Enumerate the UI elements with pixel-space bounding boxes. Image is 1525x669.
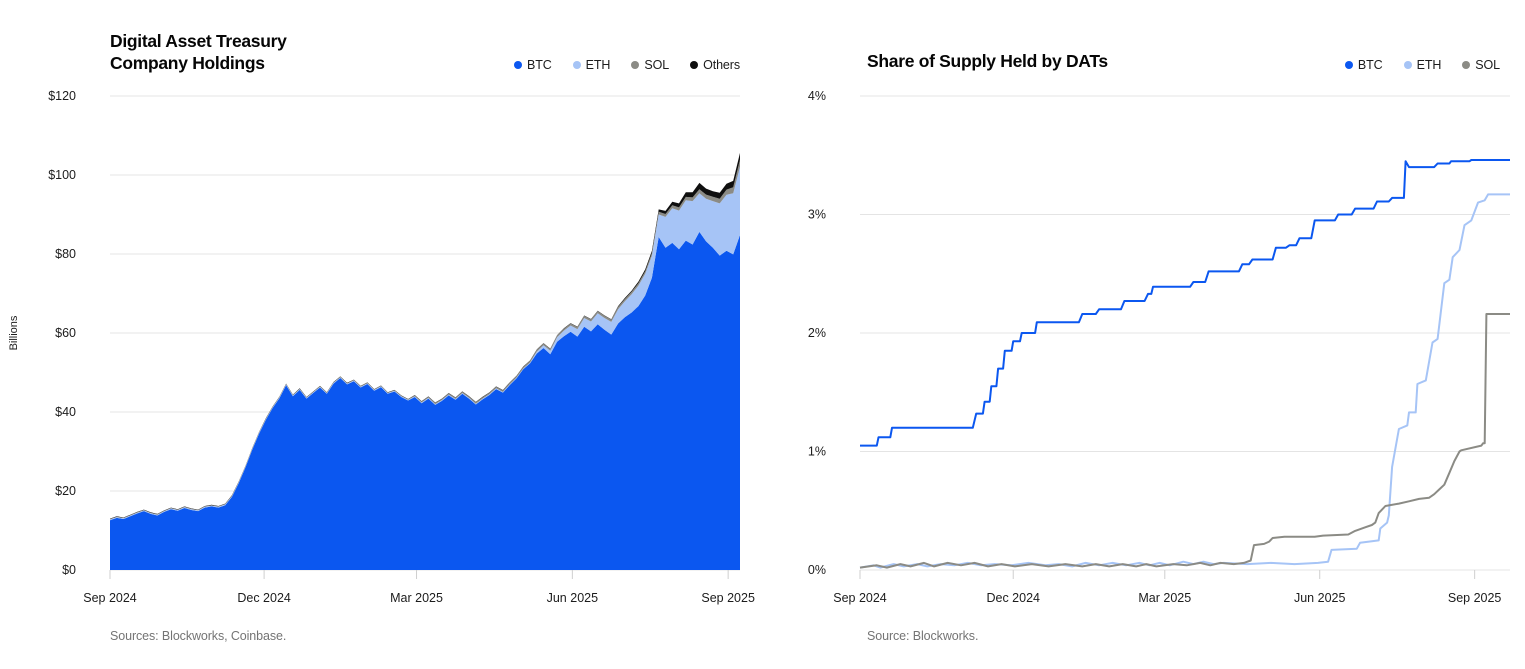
- y-tick-label: 2%: [808, 326, 826, 340]
- legend-label: Others: [703, 58, 740, 72]
- x-tick-label: Sep 2025: [1448, 591, 1502, 605]
- y-tick-label: $100: [48, 168, 76, 182]
- x-tick-label: Mar 2025: [390, 591, 443, 605]
- y-tick-label: 1%: [808, 445, 826, 459]
- left-chart-title-line1: Digital Asset Treasury: [110, 31, 287, 51]
- y-tick-label: $40: [55, 405, 76, 419]
- x-tick-label: Mar 2025: [1138, 591, 1191, 605]
- right-chart-title-line1: Share of Supply Held by DATs: [867, 51, 1108, 71]
- y-tick-label: $120: [48, 89, 76, 103]
- left-chart-plot: $0 $20 $40 $60 $80 $100 $120 Sep 2024 Dec 2024 Ma…: [48, 89, 755, 605]
- legend-dot-eth: [572, 61, 581, 69]
- legend-dot-eth: [1403, 61, 1412, 69]
- left-chart-title: Digital Asset Treasury Company Holdings: [110, 31, 287, 74]
- legend-label: SOL: [644, 58, 670, 72]
- x-tick-label: Sep 2024: [83, 591, 137, 605]
- x-tick-label: Dec 2024: [237, 591, 291, 605]
- left-chart-source: Sources: Blockworks, Coinbase.: [110, 629, 287, 643]
- y-tick-label: 4%: [808, 89, 826, 103]
- x-tick-label: Sep 2024: [833, 591, 887, 605]
- legend-dot-btc: [1344, 61, 1353, 69]
- legend-item-sol: SOL: [1462, 58, 1500, 72]
- x-tick-label: Sep 2025: [701, 591, 755, 605]
- line-eth: [859, 193, 1510, 569]
- legend-item-eth: ETH: [1403, 58, 1442, 72]
- right-chart-plot: 0% 1% 2% 3% 4% Sep 2024 Dec 2024 Mar 2025 Jun 20…: [808, 89, 1510, 605]
- legend-label: ETH: [585, 58, 611, 72]
- legend-item-btc: BTC: [513, 58, 552, 72]
- x-tick-label: Jun 2025: [1294, 591, 1345, 605]
- legend-dot-sol: [631, 61, 640, 69]
- legend-label: SOL: [1475, 58, 1500, 72]
- y-tick-label: 0%: [808, 563, 826, 577]
- legend-label: BTC: [1357, 58, 1383, 72]
- y-tick-label: $60: [55, 326, 76, 340]
- x-tick-label: Jun 2025: [547, 591, 598, 605]
- y-tick-label: 3%: [808, 208, 826, 222]
- legend-item-eth: ETH: [572, 58, 611, 72]
- x-tick-label: Dec 2024: [986, 591, 1040, 605]
- y-tick-label: $0: [62, 563, 76, 577]
- left-chart-legend: BTC ETH SOL Others: [513, 58, 740, 72]
- right-chart-title: Share of Supply Held by DATs: [867, 51, 1108, 73]
- right-chart-source: Source: Blockworks.: [867, 629, 979, 643]
- left-chart-title-line2: Company Holdings: [110, 52, 265, 73]
- line-sol: [859, 313, 1510, 569]
- legend-item-btc: BTC: [1344, 58, 1383, 72]
- y-tick-label: $80: [55, 247, 76, 261]
- legend-dot-sol: [1462, 61, 1471, 69]
- area-btc: [110, 231, 740, 570]
- legend-item-others: Others: [690, 58, 740, 72]
- legend-label: BTC: [526, 58, 552, 72]
- legend-dot-others: [690, 61, 699, 69]
- line-btc: [860, 159, 1510, 447]
- right-chart-legend: BTC ETH SOL: [1344, 58, 1500, 72]
- legend-dot-btc: [513, 61, 522, 69]
- legend-label: ETH: [1416, 58, 1442, 72]
- y-tick-label: $20: [55, 484, 76, 498]
- legend-item-sol: SOL: [631, 58, 669, 72]
